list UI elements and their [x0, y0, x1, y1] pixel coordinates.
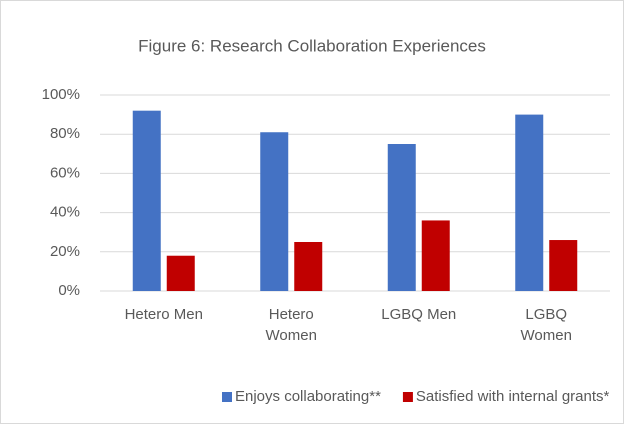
y-tick-label: 20%: [50, 243, 80, 260]
y-tick-label: 100%: [42, 86, 80, 103]
bar: [166, 255, 195, 291]
legend-swatch: [402, 392, 413, 402]
x-tick-label: Hetero Men: [125, 306, 203, 323]
bar: [132, 110, 161, 292]
y-tick-label: 60%: [50, 164, 80, 181]
y-tick-label: 40%: [50, 204, 80, 221]
legend-label: Enjoys collaborating**: [235, 388, 381, 405]
bar: [549, 240, 578, 291]
bar: [387, 144, 416, 291]
bar: [515, 114, 544, 291]
bar: [421, 220, 450, 291]
x-tick-label: LGBQ Men: [381, 306, 456, 323]
y-tick-label: 80%: [50, 125, 80, 142]
y-tick-label: 0%: [58, 282, 80, 299]
x-tick-label: LGBQ Women: [521, 306, 572, 344]
legend-swatch: [222, 392, 232, 402]
legend-label: Satisfied with internal grants*: [416, 388, 610, 405]
bar: [260, 132, 289, 291]
bar: [294, 242, 323, 291]
chart-title: Figure 6: Research Collaboration Experie…: [138, 36, 486, 55]
x-tick-label: Hetero Women: [266, 306, 317, 344]
